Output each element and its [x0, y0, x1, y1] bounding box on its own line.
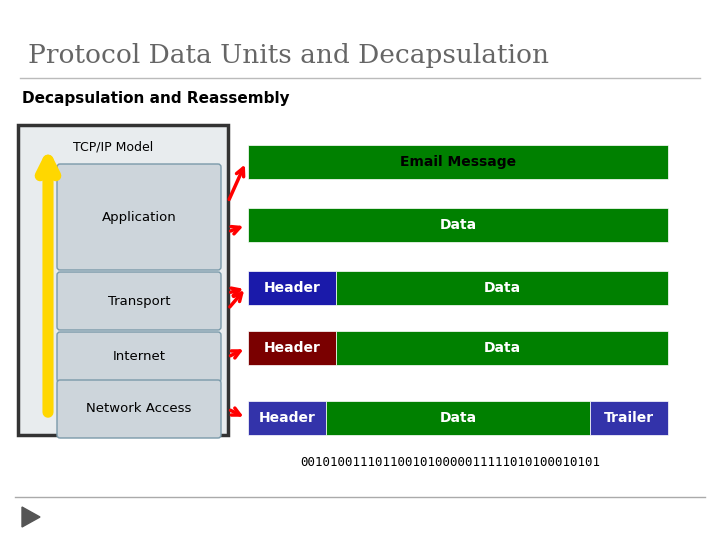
FancyBboxPatch shape — [57, 332, 221, 382]
Text: Header: Header — [264, 341, 320, 355]
Bar — [18, 125, 228, 435]
Text: Network Access: Network Access — [86, 402, 192, 415]
Bar — [248, 401, 325, 435]
Bar — [325, 401, 590, 435]
Text: Data: Data — [484, 341, 521, 355]
Text: TCP/IP Model: TCP/IP Model — [73, 140, 153, 153]
Bar — [590, 401, 668, 435]
Bar — [248, 208, 668, 242]
FancyBboxPatch shape — [57, 164, 221, 270]
Text: 0010100111011001010000011111010100010101: 0010100111011001010000011111010100010101 — [300, 456, 600, 469]
Text: Data: Data — [439, 411, 477, 425]
Bar — [248, 145, 668, 179]
Text: Header: Header — [264, 281, 320, 295]
Bar — [248, 331, 336, 365]
Text: Header: Header — [258, 411, 315, 425]
Text: Trailer: Trailer — [604, 411, 654, 425]
Text: Transport: Transport — [108, 294, 170, 307]
Bar — [248, 271, 336, 305]
Text: Email Message: Email Message — [400, 155, 516, 169]
Bar — [336, 331, 668, 365]
Text: Data: Data — [439, 218, 477, 232]
Bar — [336, 271, 668, 305]
Text: Application: Application — [102, 211, 176, 224]
Polygon shape — [22, 507, 40, 527]
Text: Protocol Data Units and Decapsulation: Protocol Data Units and Decapsulation — [28, 43, 549, 68]
Text: Internet: Internet — [112, 350, 166, 363]
Text: Decapsulation and Reassembly: Decapsulation and Reassembly — [22, 91, 289, 105]
FancyBboxPatch shape — [57, 272, 221, 330]
FancyBboxPatch shape — [57, 380, 221, 438]
Text: Data: Data — [484, 281, 521, 295]
